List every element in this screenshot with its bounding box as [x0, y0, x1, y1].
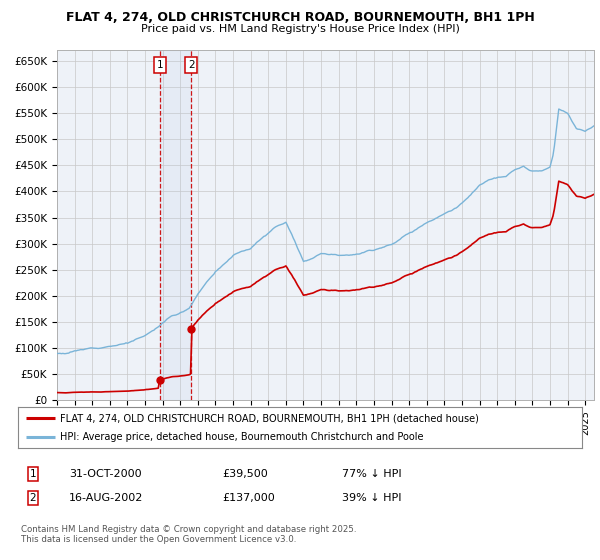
Text: 77% ↓ HPI: 77% ↓ HPI — [342, 469, 401, 479]
Text: FLAT 4, 274, OLD CHRISTCHURCH ROAD, BOURNEMOUTH, BH1 1PH (detached house): FLAT 4, 274, OLD CHRISTCHURCH ROAD, BOUR… — [60, 413, 479, 423]
Text: Contains HM Land Registry data © Crown copyright and database right 2025.
This d: Contains HM Land Registry data © Crown c… — [21, 525, 356, 544]
Text: 31-OCT-2000: 31-OCT-2000 — [69, 469, 142, 479]
Text: HPI: Average price, detached house, Bournemouth Christchurch and Poole: HPI: Average price, detached house, Bour… — [60, 432, 424, 442]
Text: £137,000: £137,000 — [222, 493, 275, 503]
Text: 39% ↓ HPI: 39% ↓ HPI — [342, 493, 401, 503]
Text: Price paid vs. HM Land Registry's House Price Index (HPI): Price paid vs. HM Land Registry's House … — [140, 24, 460, 34]
Text: 1: 1 — [157, 60, 163, 70]
Text: 2: 2 — [188, 60, 194, 70]
Text: 1: 1 — [29, 469, 37, 479]
Text: 2: 2 — [29, 493, 37, 503]
Text: FLAT 4, 274, OLD CHRISTCHURCH ROAD, BOURNEMOUTH, BH1 1PH: FLAT 4, 274, OLD CHRISTCHURCH ROAD, BOUR… — [65, 11, 535, 24]
Text: £39,500: £39,500 — [222, 469, 268, 479]
Text: 16-AUG-2002: 16-AUG-2002 — [69, 493, 143, 503]
Bar — [160, 50, 191, 400]
